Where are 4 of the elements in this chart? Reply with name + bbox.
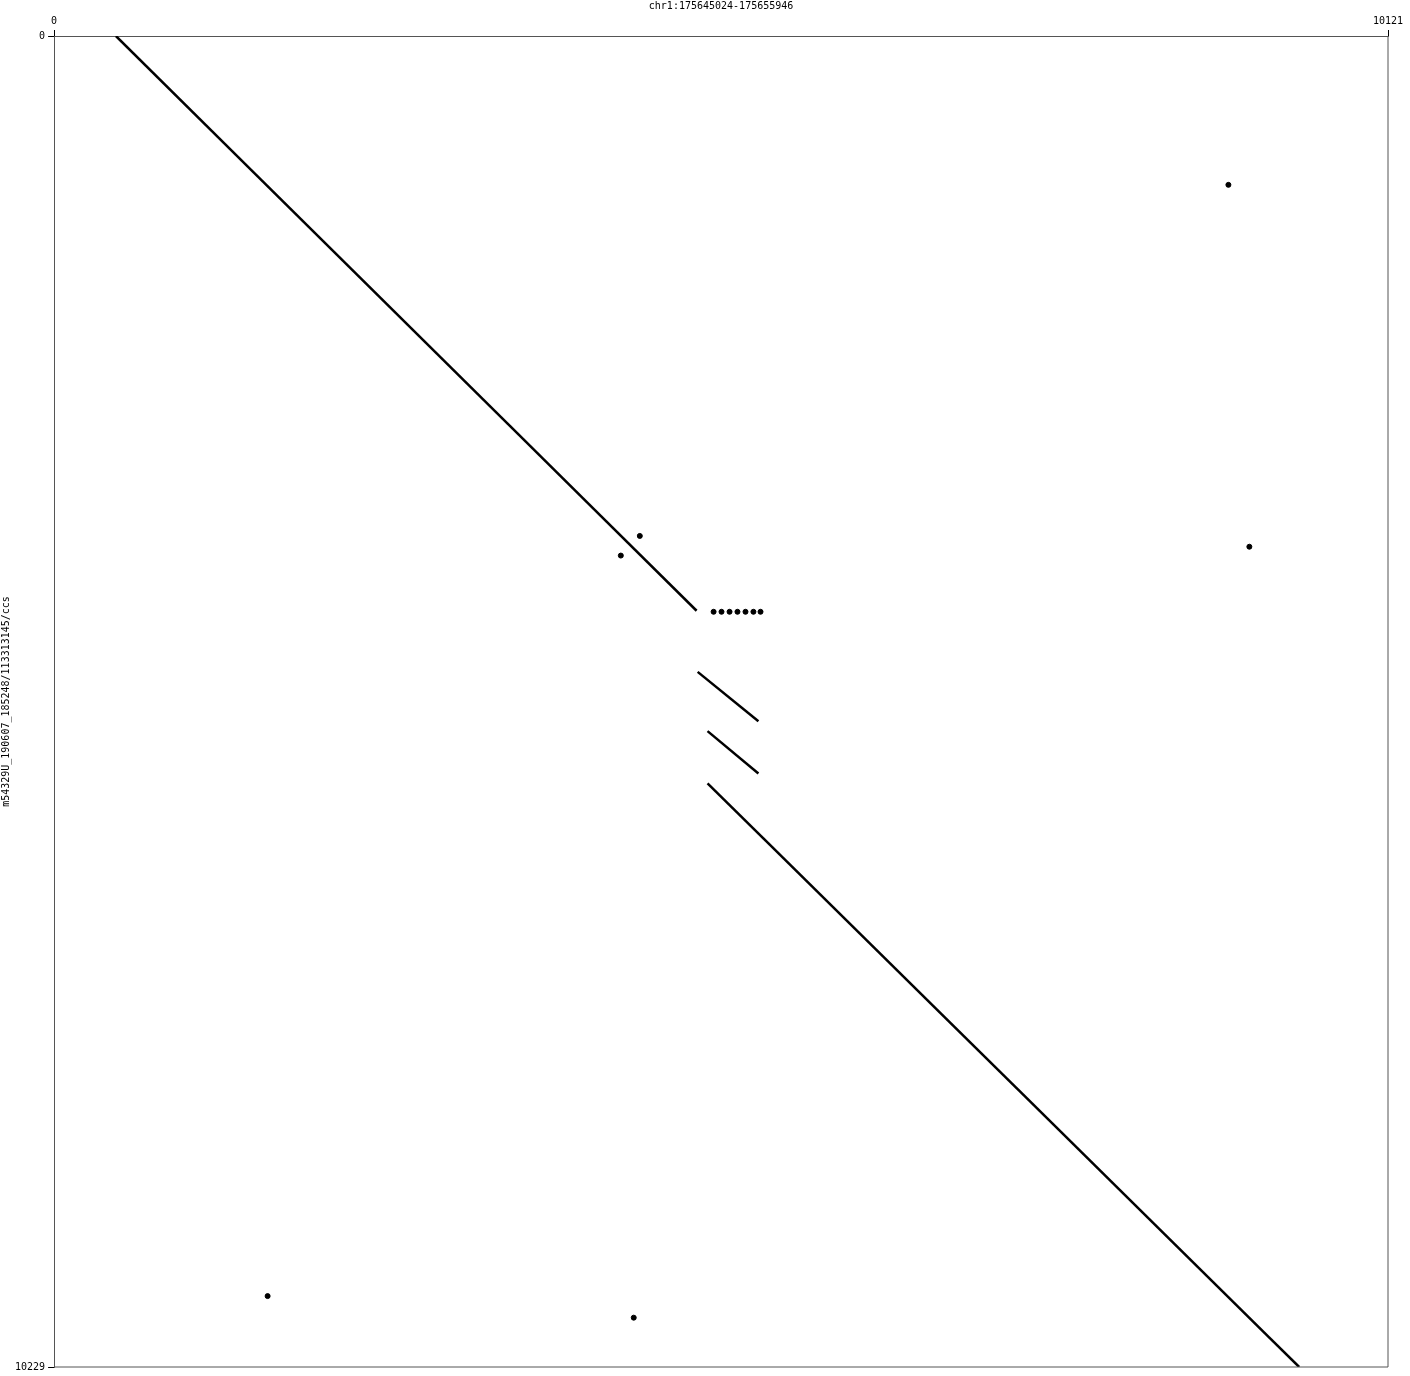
y-tick-label: 10229 bbox=[14, 1360, 46, 1372]
x-axis-title: chr1:175645024-175655946 bbox=[648, 0, 794, 11]
x-tick-label: 10121 bbox=[1372, 14, 1404, 26]
y-axis-title: m54329U_190607_185248/113313145/ccs bbox=[0, 596, 12, 807]
